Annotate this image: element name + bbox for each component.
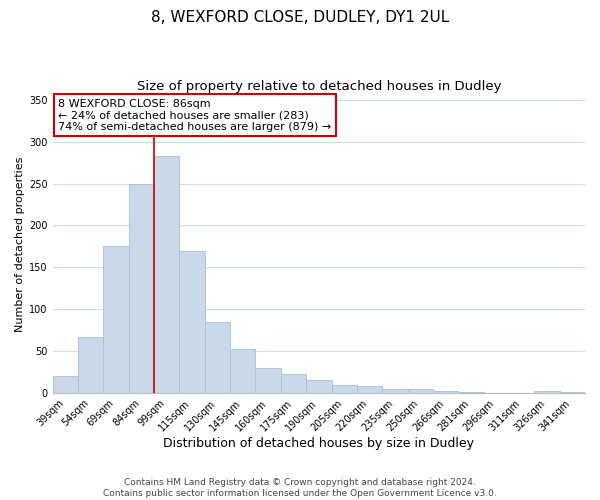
Text: 8 WEXFORD CLOSE: 86sqm
← 24% of detached houses are smaller (283)
74% of semi-de: 8 WEXFORD CLOSE: 86sqm ← 24% of detached… [58, 98, 331, 132]
Bar [407, 389, 433, 393]
Bar [205, 322, 230, 393]
Bar [129, 184, 154, 393]
Bar [458, 392, 484, 393]
Bar [382, 389, 407, 393]
Bar [281, 374, 306, 393]
X-axis label: Distribution of detached houses by size in Dudley: Distribution of detached houses by size … [163, 437, 475, 450]
Bar [306, 380, 332, 393]
Text: Contains HM Land Registry data © Crown copyright and database right 2024.
Contai: Contains HM Land Registry data © Crown c… [103, 478, 497, 498]
Bar [433, 390, 458, 393]
Bar [535, 392, 560, 393]
Bar [53, 376, 78, 393]
Title: Size of property relative to detached houses in Dudley: Size of property relative to detached ho… [137, 80, 501, 93]
Bar [332, 384, 357, 393]
Text: 8, WEXFORD CLOSE, DUDLEY, DY1 2UL: 8, WEXFORD CLOSE, DUDLEY, DY1 2UL [151, 10, 449, 25]
Bar [154, 156, 179, 393]
Bar [179, 250, 205, 393]
Bar [256, 368, 281, 393]
Bar [357, 386, 382, 393]
Bar [78, 337, 103, 393]
Y-axis label: Number of detached properties: Number of detached properties [15, 156, 25, 332]
Bar [560, 392, 585, 393]
Bar [103, 246, 129, 393]
Bar [230, 350, 256, 393]
